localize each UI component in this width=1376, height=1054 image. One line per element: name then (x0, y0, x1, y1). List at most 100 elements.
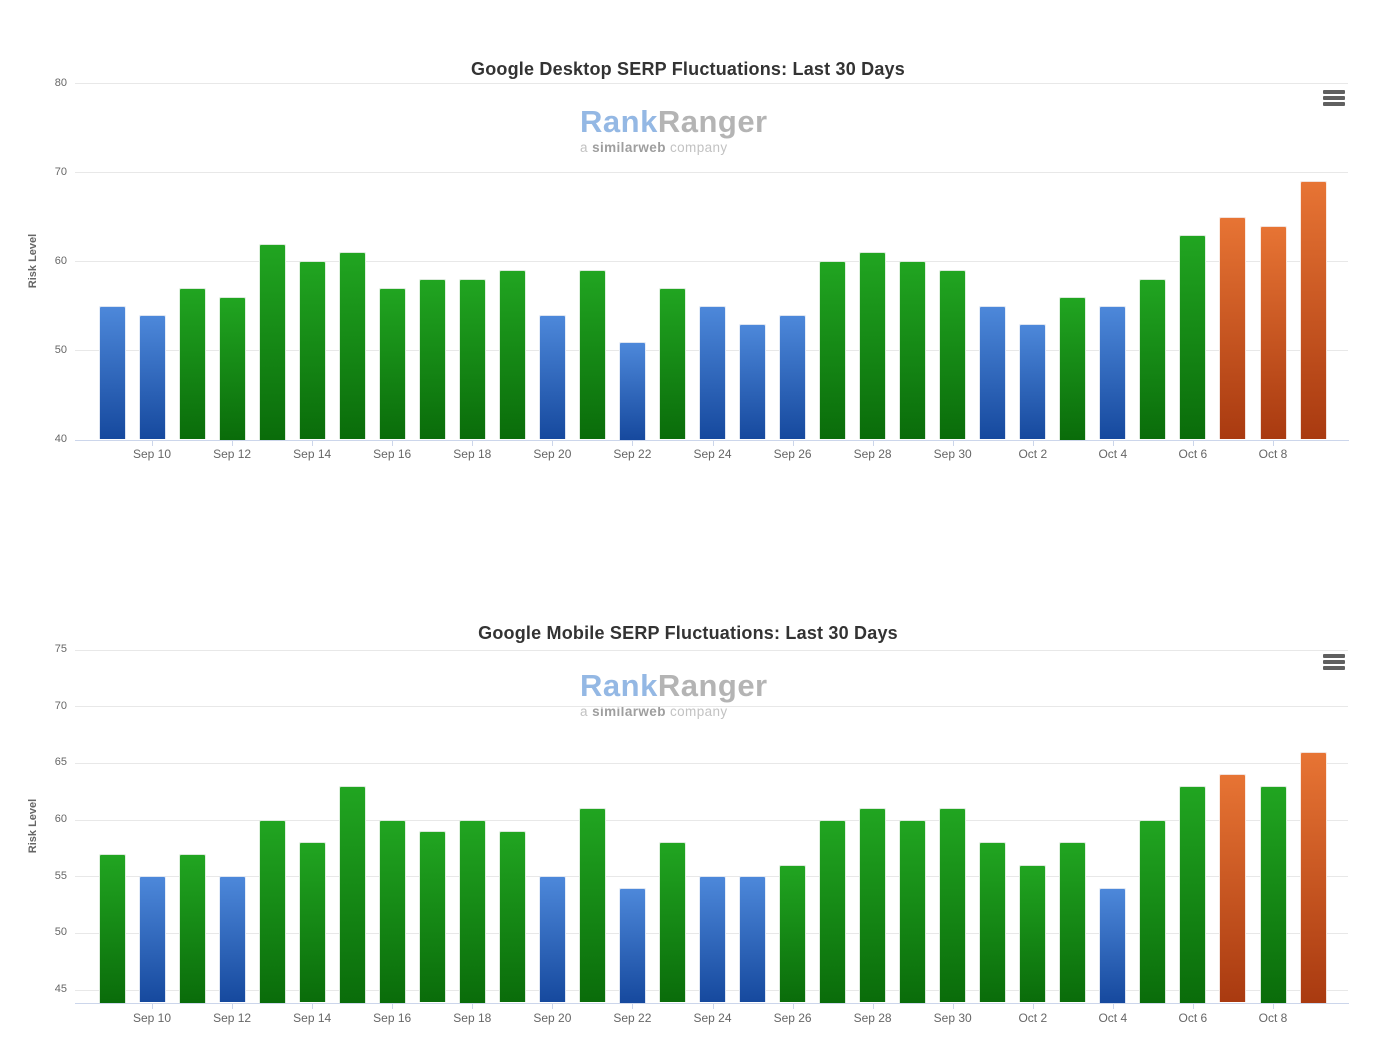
hamburger-menu-icon[interactable] (1323, 654, 1345, 670)
desktop-bar-oct-4[interactable] (1099, 305, 1127, 440)
desktop-bar-sep-25[interactable] (739, 323, 766, 440)
mobile-xtick-oct-8: Oct 8 (1258, 1011, 1288, 1025)
mobile-xtick-sep-26: Sep 26 (773, 1011, 812, 1025)
mobile-bar-sep-26[interactable] (779, 864, 807, 1003)
desktop-bar-sep-17[interactable] (418, 279, 446, 440)
mobile-bar-oct-7[interactable] (1219, 774, 1247, 1003)
mobile-bar-sep-28[interactable] (859, 808, 887, 1003)
desktop-bar-sep-28[interactable] (859, 252, 887, 440)
mobile-bar-oct-4[interactable] (1099, 887, 1127, 1003)
desktop-xtick-mark-sep-10 (152, 440, 153, 446)
mobile-ytick-70: 70 (54, 699, 67, 712)
mobile-bar-sep-21[interactable] (578, 808, 606, 1003)
mobile-xtick-mark-sep-20 (552, 1003, 554, 1009)
desktop-gridline-60 (75, 261, 1348, 263)
mobile-bar-sep-22[interactable] (618, 887, 646, 1003)
mobile-xtick-sep-24: Sep 24 (693, 1011, 732, 1025)
desktop-ytick-50: 50 (54, 343, 67, 356)
mobile-xtick-mark-sep-30 (952, 1003, 954, 1009)
desktop-bar-sep-9[interactable] (98, 305, 126, 440)
mobile-xtick-mark-sep-14 (312, 1003, 314, 1009)
desktop-bar-sep-12[interactable] (218, 297, 246, 440)
desktop-gridline-80 (75, 83, 1348, 85)
desktop-xtick-mark-sep-14 (312, 440, 314, 446)
mobile-ytick-75: 75 (54, 643, 67, 655)
desktop-bar-oct-7[interactable] (1219, 216, 1247, 440)
mobile-bar-sep-25[interactable] (739, 876, 766, 1003)
desktop-bar-sep-20[interactable] (538, 314, 566, 440)
desktop-bar-sep-21[interactable] (578, 270, 606, 440)
mobile-xtick-sep-18: Sep 18 (453, 1011, 492, 1025)
mobile-xtick-mark-oct-4 (1112, 1003, 1114, 1009)
mobile-bar-sep-27[interactable] (819, 819, 847, 1003)
mobile-bar-sep-9[interactable] (98, 853, 126, 1003)
desktop-xtick-mark-oct-2 (1032, 440, 1034, 446)
mobile-bar-oct-9[interactable] (1299, 751, 1327, 1003)
desktop-xtick-sep-30: Sep 30 (933, 447, 972, 461)
desktop-xtick-mark-sep-30 (952, 440, 954, 446)
mobile-bar-sep-15[interactable] (338, 785, 366, 1003)
desktop-bar-sep-11[interactable] (178, 288, 206, 440)
mobile-bar-sep-16[interactable] (378, 819, 406, 1003)
mobile-bar-sep-19[interactable] (498, 830, 526, 1003)
desktop-bar-sep-13[interactable] (258, 243, 286, 440)
desktop-bar-sep-29[interactable] (899, 261, 927, 440)
desktop-bar-sep-22[interactable] (618, 341, 646, 440)
mobile-bar-sep-24[interactable] (699, 876, 726, 1003)
desktop-bar-oct-1[interactable] (979, 305, 1007, 440)
desktop-bar-sep-23[interactable] (659, 288, 686, 440)
desktop-xtick-oct-6: Oct 6 (1178, 447, 1208, 461)
mobile-bar-oct-8[interactable] (1259, 785, 1287, 1003)
desktop-bar-sep-30[interactable] (939, 270, 967, 440)
mobile-gridline-60 (75, 819, 1348, 821)
desktop-bar-oct-8[interactable] (1259, 225, 1287, 440)
desktop-bar-sep-18[interactable] (458, 279, 486, 440)
desktop-bar-sep-10[interactable] (138, 314, 166, 440)
mobile-bar-oct-6[interactable] (1179, 785, 1207, 1003)
desktop-bar-sep-19[interactable] (498, 270, 526, 440)
desktop-xtick-mark-sep-16 (392, 440, 394, 446)
mobile-bar-sep-30[interactable] (939, 808, 967, 1003)
mobile-ytick-60: 60 (54, 813, 67, 825)
desktop-xtick-mark-sep-12 (232, 440, 234, 446)
mobile-bar-sep-18[interactable] (458, 819, 486, 1003)
mobile-bar-oct-2[interactable] (1019, 864, 1047, 1003)
mobile-bar-sep-17[interactable] (418, 830, 446, 1003)
desktop-bar-sep-15[interactable] (338, 252, 366, 440)
mobile-bar-sep-13[interactable] (258, 819, 286, 1003)
mobile-bar-sep-10[interactable] (138, 876, 166, 1003)
mobile-bar-sep-20[interactable] (538, 876, 566, 1003)
mobile-gridline-65 (75, 762, 1348, 764)
desktop-bar-sep-26[interactable] (779, 314, 807, 440)
desktop-bar-oct-6[interactable] (1179, 234, 1207, 440)
mobile-yaxis-title: Risk Level (27, 798, 39, 854)
desktop-xtick-mark-sep-24 (712, 440, 714, 446)
desktop-bar-oct-3[interactable] (1059, 297, 1087, 440)
mobile-bar-oct-3[interactable] (1059, 842, 1087, 1003)
mobile-bar-sep-14[interactable] (298, 842, 326, 1003)
mobile-chart-title: Google Mobile SERP Fluctuations: Last 30… (478, 622, 898, 643)
rankranger-wordmark: RankRanger (580, 670, 768, 701)
mobile-xtick-mark-oct-2 (1032, 1003, 1034, 1009)
desktop-bar-oct-2[interactable] (1019, 323, 1047, 440)
mobile-bar-sep-11[interactable] (178, 853, 206, 1003)
hamburger-menu-icon[interactable] (1323, 90, 1345, 106)
mobile-xtick-sep-22: Sep 22 (613, 1011, 652, 1025)
mobile-xtick-mark-oct-8 (1273, 1003, 1274, 1009)
desktop-xtick-oct-4: Oct 4 (1098, 447, 1128, 461)
desktop-bar-oct-9[interactable] (1299, 181, 1327, 440)
mobile-bar-sep-12[interactable] (218, 876, 246, 1003)
mobile-bar-oct-1[interactable] (979, 842, 1007, 1003)
mobile-xtick-mark-sep-24 (712, 1003, 714, 1009)
mobile-xtick-mark-sep-18 (472, 1003, 474, 1009)
desktop-bar-sep-27[interactable] (819, 261, 847, 440)
mobile-xtick-mark-sep-28 (872, 1003, 874, 1009)
desktop-bar-sep-16[interactable] (378, 288, 406, 440)
desktop-bar-sep-24[interactable] (699, 305, 726, 440)
mobile-bar-oct-5[interactable] (1139, 819, 1167, 1003)
mobile-bar-sep-23[interactable] (659, 842, 686, 1003)
desktop-bar-oct-5[interactable] (1139, 279, 1167, 440)
mobile-bar-sep-29[interactable] (899, 819, 927, 1003)
desktop-xtick-mark-oct-4 (1112, 440, 1114, 446)
desktop-bar-sep-14[interactable] (298, 261, 326, 440)
